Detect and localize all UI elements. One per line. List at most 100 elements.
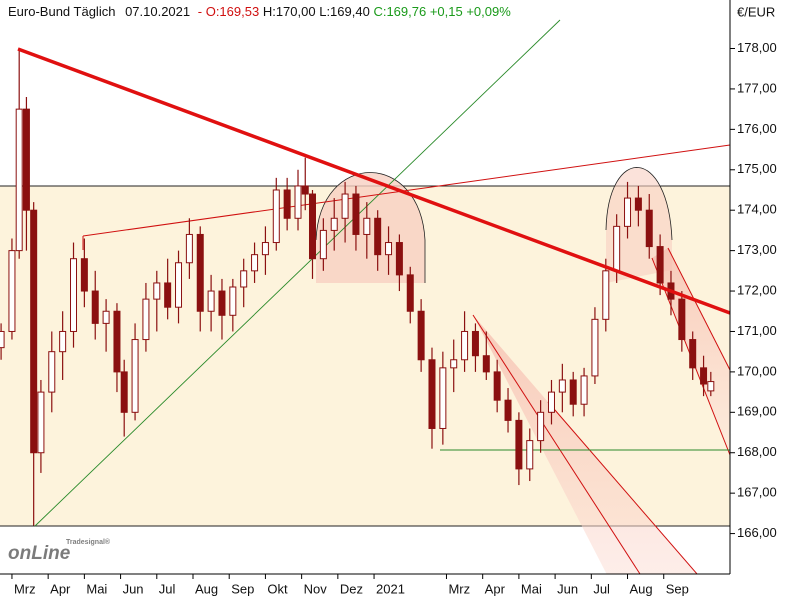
x-axis-panel	[0, 574, 800, 600]
candle-body	[645, 209, 653, 248]
candle-body	[580, 375, 588, 405]
candle-body	[707, 381, 715, 392]
y-tick-label: 178,00	[737, 40, 777, 55]
candle-body	[272, 189, 280, 244]
header: Euro-Bund Täglich 07.10.2021 - O:169,53 …	[8, 4, 511, 19]
candle-body	[70, 258, 78, 332]
candle-body	[102, 310, 110, 324]
x-tick-label: Aug	[195, 581, 218, 596]
x-tick-label: Jun	[123, 581, 144, 596]
x-tick-label: Mai	[521, 581, 542, 596]
x-tick-label: Aug	[630, 581, 653, 596]
x-tick-label: Jul	[159, 581, 176, 596]
x-tick-label: 2021	[376, 581, 405, 596]
candle-body	[15, 108, 23, 252]
y-tick-label: 173,00	[737, 242, 777, 257]
candle-body	[439, 367, 447, 429]
x-tick-label: Jun	[557, 581, 578, 596]
candle-body	[113, 310, 121, 373]
candle-body	[261, 242, 269, 256]
candle-body	[120, 371, 128, 413]
x-tick-label: Sep	[231, 581, 254, 596]
x-tick-label: Okt	[267, 581, 288, 596]
header-open: - O:169,53	[198, 4, 259, 19]
candle-body	[569, 379, 577, 405]
header-date: 07.10.2021	[125, 4, 190, 19]
candle-body	[308, 193, 316, 260]
candle-body	[207, 290, 215, 312]
x-tick-label: Dez	[340, 581, 363, 596]
y-tick-label: 167,00	[737, 485, 777, 500]
candle-body	[283, 189, 291, 219]
candle-body	[591, 318, 599, 377]
candle-body	[164, 282, 172, 308]
y-tick-label: 169,00	[737, 404, 777, 419]
candle-body	[624, 197, 632, 227]
x-tick-label: Mai	[86, 581, 107, 596]
candle-body	[482, 355, 490, 373]
y-tick-label: 172,00	[737, 282, 777, 297]
x-tick-label: Sep	[666, 581, 689, 596]
watermark: Tradesignal® onLine	[8, 538, 111, 564]
candle-body	[417, 310, 425, 361]
candle-body	[395, 242, 403, 276]
candle-body	[385, 242, 393, 256]
y-tick-label: 171,00	[737, 323, 777, 338]
candle-body	[341, 193, 349, 219]
header-low: L:169,40	[319, 4, 370, 19]
x-tick-label: Apr	[485, 581, 506, 596]
header-close: C:169,76 +0,15 +0,09%	[373, 4, 511, 19]
candle-body	[91, 290, 99, 324]
candle-body	[251, 254, 259, 272]
x-tick-label: Mrz	[14, 581, 36, 596]
candle-body	[406, 274, 414, 312]
watermark-brand: Tradesignal®	[66, 538, 111, 546]
candle-body	[461, 330, 469, 361]
candle-body	[471, 330, 479, 357]
y-axis-panel	[730, 0, 800, 600]
candle-body	[153, 282, 161, 300]
watermark-logo: onLine	[8, 543, 71, 564]
candle-body	[175, 262, 183, 308]
candle-body	[558, 379, 566, 393]
candle-body	[319, 229, 327, 260]
candle-body	[8, 250, 16, 332]
candles	[0, 48, 715, 526]
candle-body	[142, 298, 150, 341]
candle-body	[700, 367, 708, 385]
candle-body	[493, 371, 501, 401]
x-tick-label: Nov	[304, 581, 328, 596]
candle-body	[301, 185, 309, 195]
candle-body	[48, 351, 56, 393]
candle-body	[294, 185, 302, 219]
y-tick-label: 175,00	[737, 161, 777, 176]
header-title: Euro-Bund Täglich	[8, 4, 115, 19]
y-tick-label: 168,00	[737, 444, 777, 459]
candle-body	[613, 225, 621, 272]
candle-body	[22, 108, 30, 211]
y-unit: €/EUR	[737, 4, 775, 19]
candle-body	[428, 359, 436, 429]
main-trendline	[17, 47, 731, 315]
x-tick-label: Apr	[50, 581, 71, 596]
candle-body	[218, 290, 226, 316]
candle-body	[196, 233, 204, 312]
candle-body	[363, 217, 371, 235]
candle-body	[229, 286, 237, 316]
candle-body	[30, 209, 38, 454]
candle-body	[547, 391, 555, 413]
candle-body	[330, 217, 338, 231]
candle-body	[131, 339, 139, 413]
candle-body	[515, 419, 523, 470]
candle-body	[352, 193, 360, 235]
candle-body	[537, 411, 545, 442]
y-tick-label: 166,00	[737, 525, 777, 540]
candle-body	[526, 440, 534, 470]
candle-body	[450, 359, 458, 369]
x-tick-label: Jul	[593, 581, 610, 596]
candle-body	[37, 391, 45, 454]
candle-body	[504, 399, 512, 421]
candle-body	[185, 233, 193, 264]
candle-body	[656, 246, 664, 284]
